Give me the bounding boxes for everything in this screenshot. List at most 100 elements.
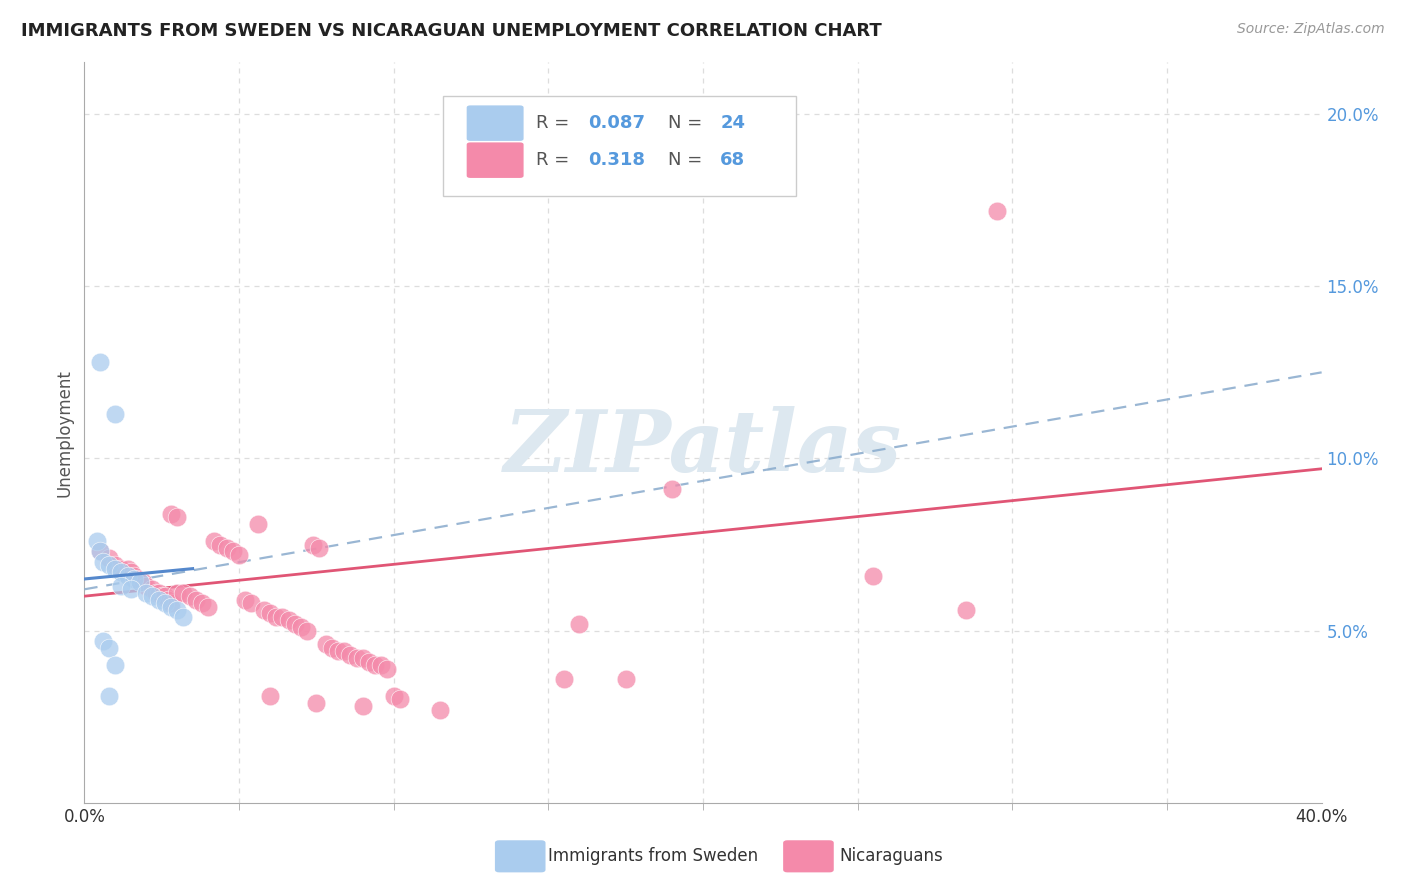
Point [357,655,380,669]
Point [222,544,245,558]
Point [98,689,121,703]
Point [125,572,148,586]
Text: 68: 68 [720,151,745,169]
Point [264,610,287,624]
Point [166,510,188,524]
Point [89,355,111,369]
Point [110,561,132,575]
Point [98,558,121,573]
Point [184,592,207,607]
Point [122,572,145,586]
Point [346,651,368,665]
Point [339,648,361,662]
Point [321,640,343,655]
Text: Nicaraguans: Nicaraguans [839,847,943,865]
Point [160,599,183,614]
Point [364,658,387,673]
Point [120,582,142,597]
Point [172,610,194,624]
Point [160,596,183,610]
Point [110,565,132,579]
Point [228,548,250,562]
Point [104,561,127,575]
Point [284,616,307,631]
Point [240,596,263,610]
Point [104,658,127,673]
Point [160,507,183,521]
Point [259,607,281,621]
Point [141,589,163,603]
Text: R =: R = [536,114,569,132]
Point [166,603,188,617]
Point [153,596,176,610]
Point [388,692,411,706]
Point [166,586,188,600]
Point [98,640,121,655]
Point [333,644,356,658]
Point [148,586,170,600]
Point [135,579,157,593]
Point [122,568,145,582]
Point [91,634,114,648]
Point [986,203,1008,218]
FancyBboxPatch shape [467,105,523,141]
Point [326,644,349,658]
FancyBboxPatch shape [467,143,523,178]
Point [98,551,121,566]
Point [271,610,294,624]
Point [132,575,155,590]
Point [191,596,214,610]
Point [129,575,152,590]
FancyBboxPatch shape [443,95,796,195]
Point [568,616,591,631]
Point [614,672,637,686]
Point [202,534,225,549]
Point [86,534,108,549]
Point [290,620,312,634]
Point [148,592,170,607]
Text: 24: 24 [720,114,745,132]
Point [110,579,132,593]
Point [377,661,399,675]
Point [862,568,884,582]
Point [153,589,176,603]
Point [315,637,337,651]
Text: Source: ZipAtlas.com: Source: ZipAtlas.com [1237,22,1385,37]
Text: 0.087: 0.087 [588,114,645,132]
Point [104,558,127,573]
Point [246,516,269,531]
Text: N =: N = [668,114,703,132]
Point [302,537,325,551]
Point [117,568,139,582]
Point [370,658,392,673]
Point [89,544,111,558]
Point [150,589,173,603]
Text: Immigrants from Sweden: Immigrants from Sweden [548,847,758,865]
Point [295,624,318,638]
Point [172,586,194,600]
Text: IMMIGRANTS FROM SWEDEN VS NICARAGUAN UNEMPLOYMENT CORRELATION CHART: IMMIGRANTS FROM SWEDEN VS NICARAGUAN UNE… [21,22,882,40]
Text: 0.318: 0.318 [588,151,645,169]
Point [120,565,142,579]
Point [135,586,157,600]
Point [253,603,276,617]
Point [156,592,179,607]
Point [352,651,374,665]
Y-axis label: Unemployment: Unemployment [55,368,73,497]
Point [305,696,328,710]
Point [89,544,111,558]
Text: ZIPatlas: ZIPatlas [503,406,903,489]
Point [661,483,683,497]
Point [352,699,374,714]
Point [209,537,232,551]
Point [259,689,281,703]
Point [308,541,330,555]
Text: R =: R = [536,151,569,169]
Point [145,586,167,600]
Point [117,561,139,575]
Point [104,407,127,421]
Point [141,582,163,597]
Point [197,599,219,614]
Text: N =: N = [668,151,703,169]
Point [553,672,575,686]
